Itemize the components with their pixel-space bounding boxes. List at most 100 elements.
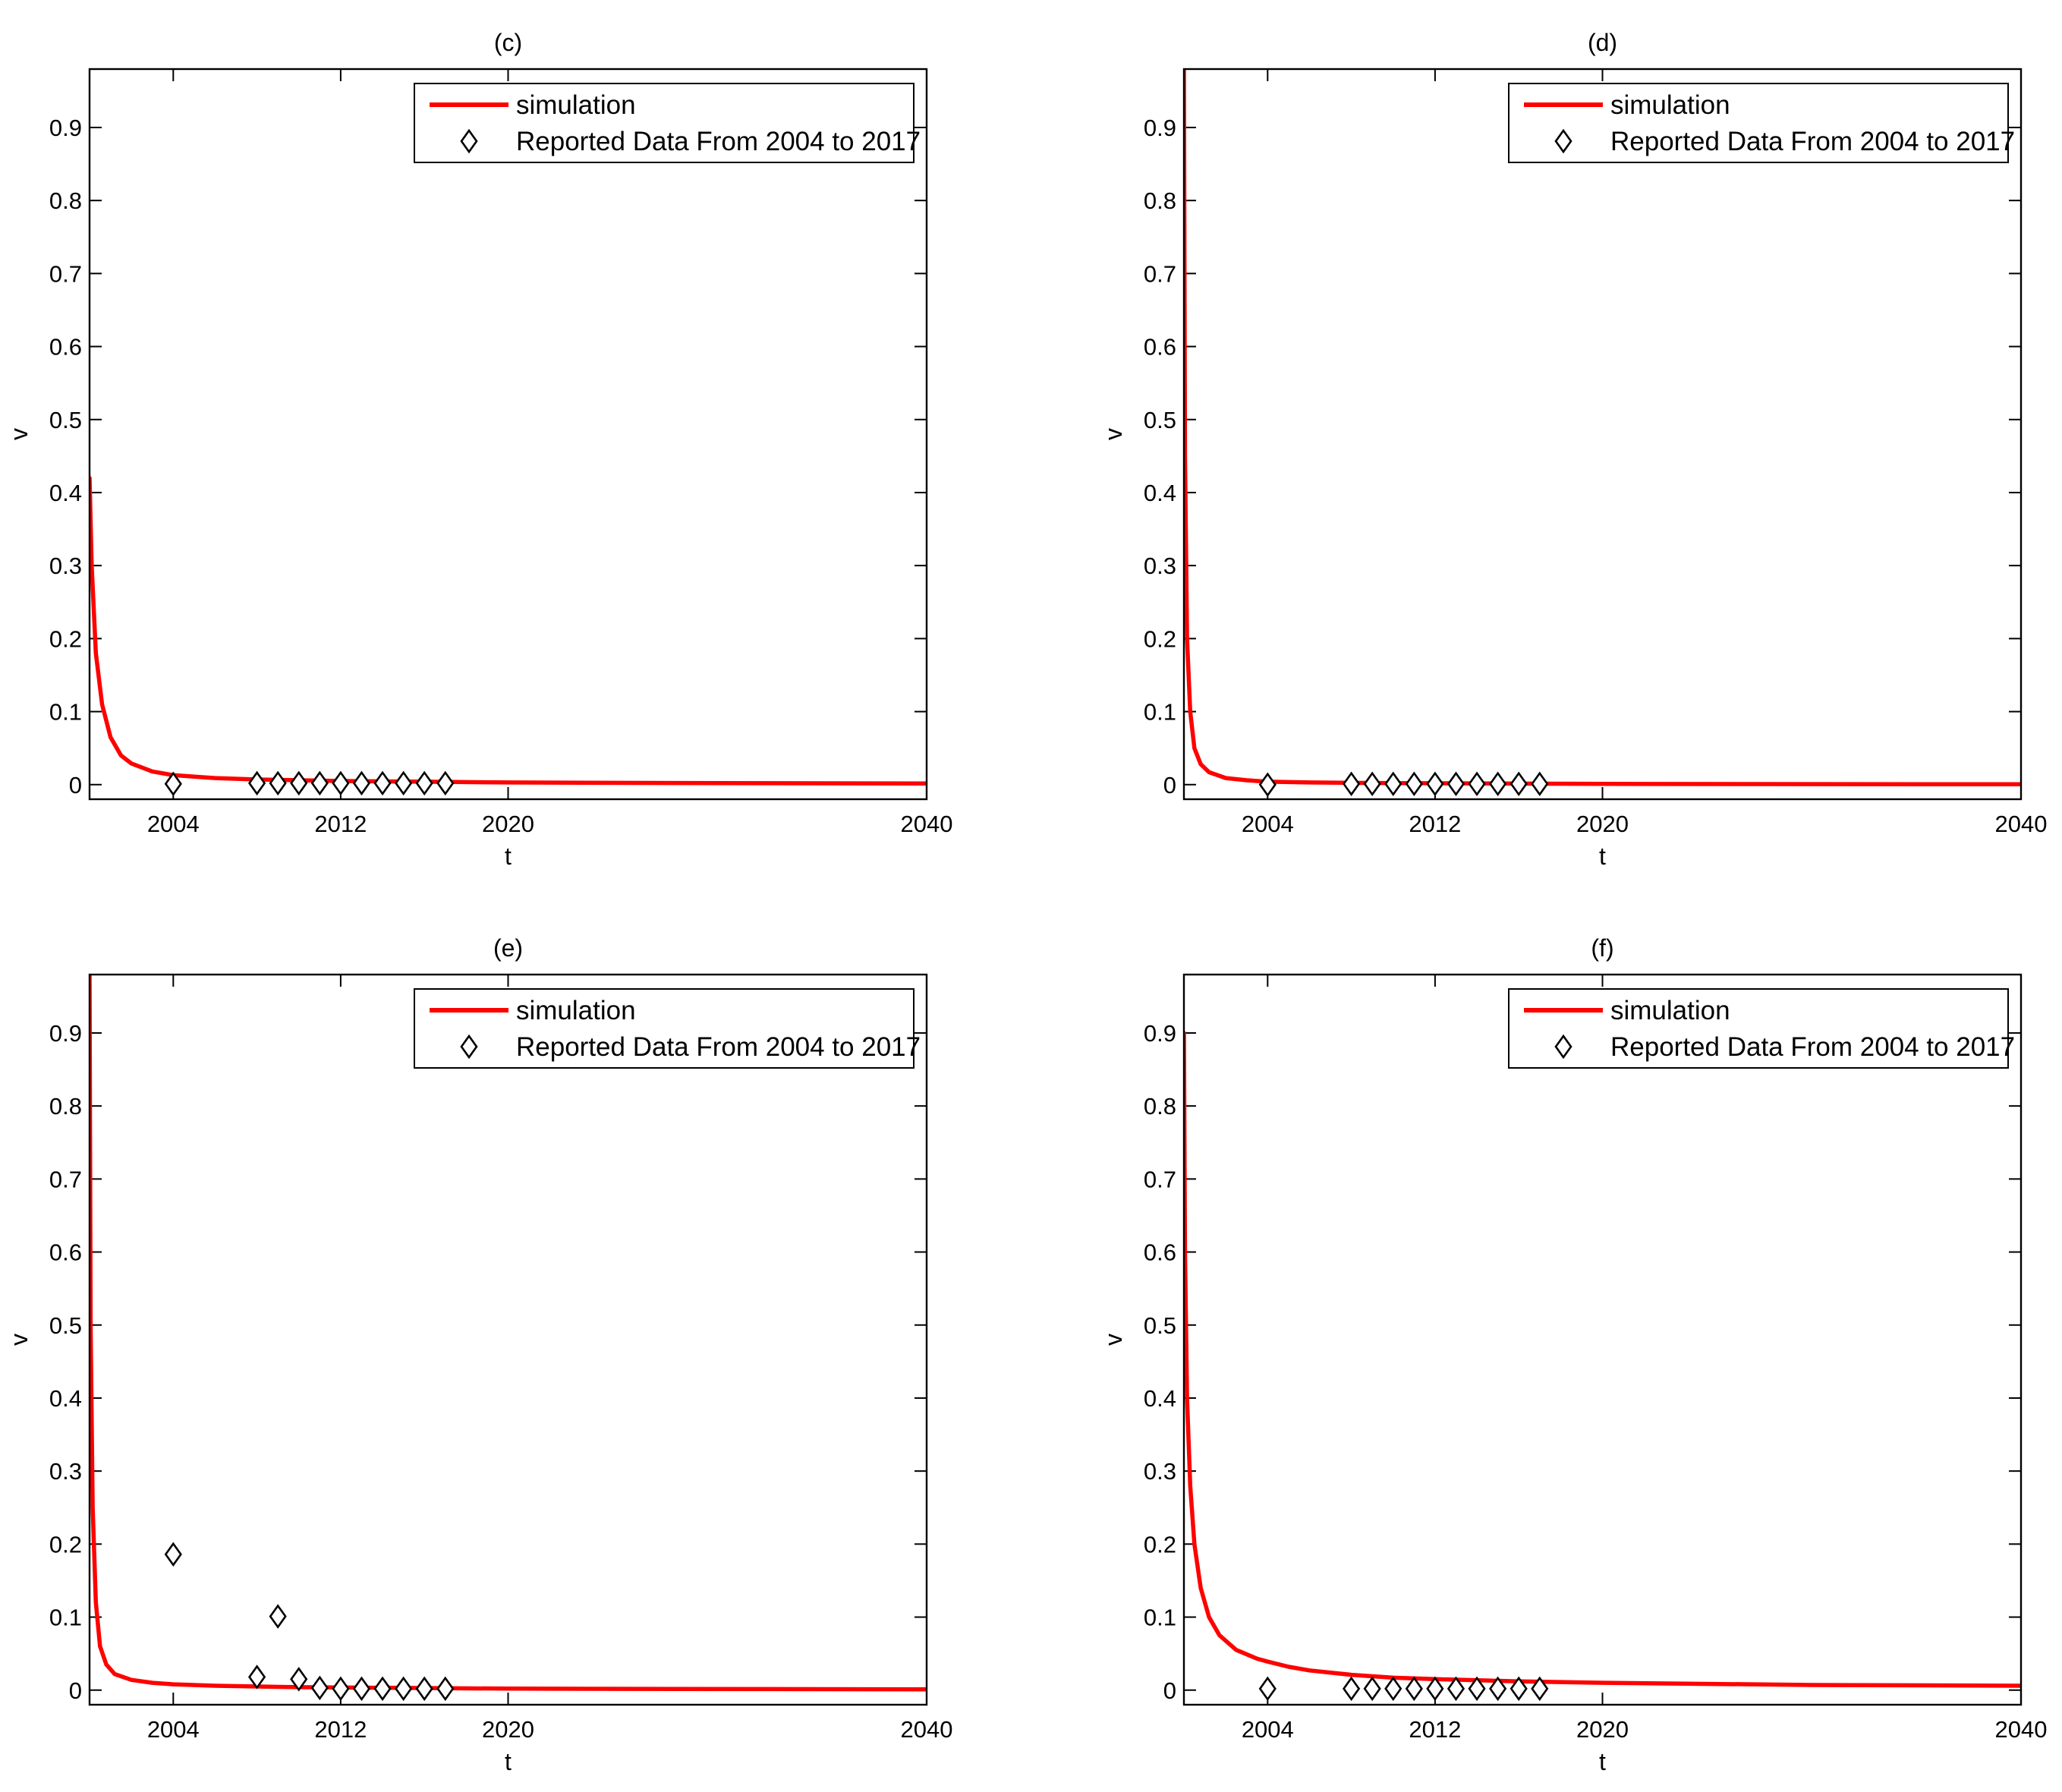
y-tick-label: 0.6 [49,334,82,361]
panel-title: (d) [1588,29,1617,56]
simulation-line [1184,69,2021,787]
legend-entry: simulation [1610,996,1730,1025]
y-tick-label: 0.3 [49,1458,82,1485]
y-tick-label: 0.6 [49,1239,82,1266]
data-point [1405,1676,1423,1702]
plot-area [90,475,927,786]
data-point [1405,771,1423,797]
legend-entry: simulation [516,90,636,120]
x-tick-label: 2012 [1409,1716,1461,1743]
panel-d: (d) 0 0.1 0.2 0.3 0.4 0.5 0.6 0.7 0.8 0.9 2004 2012 2… [1100,29,2047,870]
data-point [1384,1676,1402,1702]
y-tick-label: 0 [1163,1677,1176,1704]
data-point [269,770,287,796]
x-tick-label: 2012 [1409,811,1461,837]
data-point [395,1676,413,1702]
x-axis-label: t [1599,842,1606,870]
y-tick-label: 0.8 [1144,1093,1176,1120]
plot-area [90,975,927,1692]
data-point [1363,1676,1381,1702]
y-tick-label: 0.9 [49,115,82,141]
data-point [373,770,392,796]
panel-title: (f) [1591,934,1613,962]
data-point [1489,771,1507,797]
y-tick-label: 0.6 [1144,1239,1176,1266]
data-point [164,771,182,797]
data-point [1447,771,1465,797]
axes-frame [88,68,928,801]
axes-frame [1182,973,2023,1706]
y-tick-label: 0.7 [1144,260,1176,287]
y-axis-label: v [5,428,33,440]
y-tick-label: 0.5 [49,1312,82,1339]
data-point [248,1664,266,1690]
x-tick-label: 2040 [1995,811,2048,837]
x-tick-label: 2040 [901,811,953,837]
y-axis-label: v [5,1334,33,1346]
y-tick-label: 0.8 [49,187,82,214]
data-point [1531,771,1549,797]
x-tick-label: 2020 [1576,811,1629,837]
panel-title: (c) [494,29,522,56]
panel-c: (c) 0 0.1 0.2 0.3 0.4 0.5 0.6 0.7 0.8 0.9 2004 2012 2… [5,29,952,870]
y-tick-label: 0.7 [1144,1166,1176,1192]
y-tick-label: 0.3 [1144,553,1176,579]
y-tick-label: 0.7 [49,260,82,287]
legend-marker-swatch [460,128,478,154]
legend-box [1508,83,2009,163]
y-tick-label: 0.1 [1144,699,1176,726]
panel-title: (e) [493,934,523,962]
y-tick-label: 0.9 [1144,115,1176,141]
data-point [310,1675,329,1701]
data-point [290,1667,308,1692]
y-tick-label: 0.9 [1144,1020,1176,1047]
y-tick-label: 0.2 [49,1531,82,1557]
x-tick-label: 2020 [482,1716,534,1743]
data-point [352,1676,371,1702]
data-point [1343,771,1361,797]
simulation-line [90,975,927,1692]
panel-e: (e) 0 0.1 0.2 0.3 0.4 0.5 0.6 0.7 0.8 0.9 2004 2012 2… [5,934,952,1775]
y-tick-label: 0 [69,772,82,798]
data-point [1384,771,1402,797]
y-tick-label: 0.9 [49,1020,82,1047]
data-point [1258,772,1277,797]
x-tick-label: 2040 [901,1716,953,1743]
legend: simulation Reported Data From 2004 to 201… [414,988,921,1069]
y-tick-label: 0.8 [1144,187,1176,214]
data-point [1343,1676,1361,1702]
data-point [352,770,371,796]
legend-marker-swatch [1554,1034,1572,1060]
data-point [332,770,350,796]
y-tick-label: 0.6 [1144,334,1176,361]
x-tick-label: 2040 [1995,1716,2048,1743]
y-tick-label: 0.7 [49,1166,82,1192]
data-point [1510,1676,1528,1702]
data-point [415,1676,433,1702]
data-point [415,770,433,796]
data-point [1363,771,1381,797]
x-tick-label: 2004 [1242,1716,1294,1743]
legend-entry: Reported Data From 2004 to 2017 [1610,1032,2015,1062]
data-point [1426,771,1444,797]
x-tick-label: 2012 [314,1716,367,1743]
data-point [1468,771,1486,797]
legend-entry: simulation [1610,90,1730,120]
y-tick-label: 0.5 [1144,1312,1176,1339]
panel-f: (f) 0 0.1 0.2 0.3 0.4 0.5 0.6 0.7 0.8 0.9 2004 2012 2… [1100,934,2047,1775]
data-point [395,770,413,796]
legend-box [414,83,915,163]
data-point [332,1676,350,1702]
y-tick-label: 0.5 [1144,407,1176,433]
plot-area [1184,1031,2021,1688]
legend-entry: Reported Data From 2004 to 2017 [516,1032,921,1062]
y-tick-label: 0 [69,1677,82,1704]
data-point [164,1542,182,1567]
legend: simulation Reported Data From 2004 to 201… [1508,83,2015,163]
simulation-line [1184,1031,2021,1688]
data-point [269,1604,287,1629]
legend-marker-swatch [1554,128,1572,154]
y-tick-label: 0.2 [49,625,82,652]
legend-entry: Reported Data From 2004 to 2017 [1610,127,2015,156]
x-axis-label: t [505,1748,512,1775]
